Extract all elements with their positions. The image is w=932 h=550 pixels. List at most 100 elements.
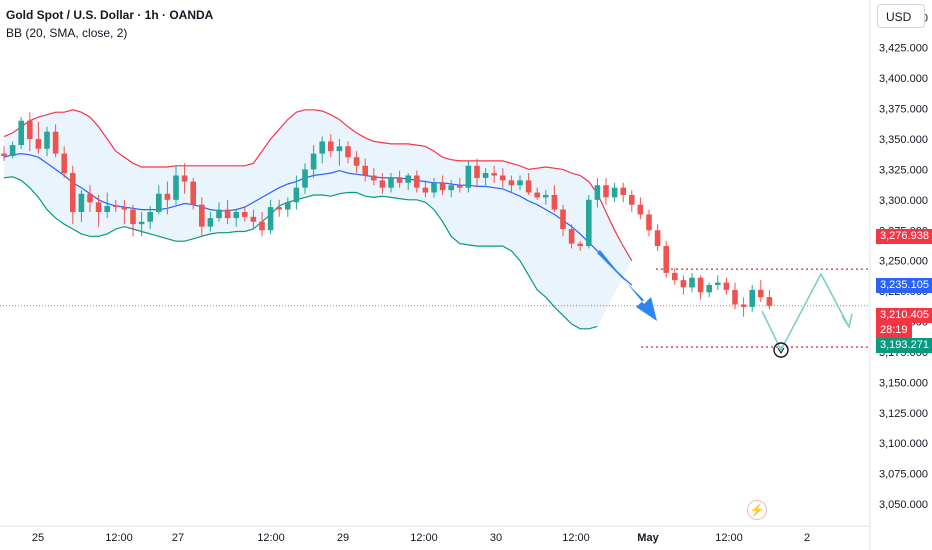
candle-body (328, 141, 334, 152)
candle-body (259, 221, 265, 231)
candle-body (594, 185, 601, 200)
projection-path (761, 272, 850, 352)
candle-body (130, 209, 136, 225)
time-tick-label: 12:00 (562, 532, 590, 544)
flash-icon[interactable]: ⚡ (747, 500, 767, 520)
time-tick-label: 27 (172, 532, 184, 544)
candle-body (181, 175, 188, 182)
candle-body (715, 282, 721, 286)
candle-body (740, 304, 747, 307)
candle-body (388, 177, 394, 188)
candle-body (285, 202, 291, 210)
candle-body (164, 193, 171, 200)
candle-body (104, 205, 110, 212)
candle-body (70, 173, 76, 212)
candle-body (706, 285, 712, 293)
candle-body (422, 187, 429, 193)
candle-body (95, 202, 102, 212)
candle-body (603, 185, 609, 198)
bar-countdown-label: 28:19 (876, 323, 912, 338)
candle-body (405, 175, 411, 183)
candle-body (654, 230, 661, 247)
candle-body (250, 216, 257, 222)
candle-body (620, 187, 626, 195)
candle-body (156, 193, 162, 212)
bollinger-lines (3, 109, 633, 330)
candle-body (749, 289, 755, 307)
price-tick-label: 3,125.000 (879, 408, 928, 420)
price-tick-label: 3,350.000 (879, 134, 928, 146)
candle-body (560, 209, 566, 230)
candle-body (517, 180, 523, 186)
candle-body (732, 289, 738, 305)
candle-body (9, 145, 16, 157)
candle-body (147, 212, 153, 222)
lower-band-line (3, 176, 598, 330)
time-tick-label: 12:00 (410, 532, 438, 544)
time-tick-label: 12:00 (257, 532, 285, 544)
candle-body (414, 175, 420, 188)
candle-body (224, 209, 231, 219)
currency-button[interactable]: USD (877, 4, 925, 28)
candle-body (113, 205, 119, 208)
candle-body (396, 177, 403, 183)
candle-body (207, 218, 214, 227)
candle-body (61, 153, 67, 174)
candle-body (87, 193, 93, 203)
lower-band-price-label: 3,193.271 (876, 338, 932, 353)
candle-body (448, 185, 454, 191)
plot-area (0, 0, 870, 550)
down-arrow (597, 250, 657, 321)
time-tick-label: 12:00 (105, 532, 133, 544)
price-tick-label: 3,100.000 (879, 438, 928, 450)
candle-body (138, 221, 145, 225)
candle-body (508, 180, 515, 186)
candle-body (680, 280, 687, 288)
symbol-title[interactable]: Gold Spot / U.S. Dollar · 1h · OANDA (6, 8, 214, 22)
time-axis[interactable]: 25 12:00 27 12:00 29 12:00 30 12:00 May 12:00 2 (32, 532, 810, 544)
candle-body (379, 180, 386, 188)
indicator-label[interactable]: BB (20, SMA, close, 2) (6, 26, 128, 40)
candle-body (121, 207, 128, 210)
candle-body (439, 182, 446, 191)
candle-body (44, 131, 50, 149)
candle-body (336, 146, 343, 152)
price-tick-label: 3,400.000 (879, 73, 928, 85)
candle-body (551, 194, 558, 210)
price-tick-label: 3,050.000 (879, 499, 928, 511)
candle-body (190, 181, 196, 205)
time-tick-label: 12:00 (715, 532, 743, 544)
candle-body (465, 165, 472, 188)
candle-body (534, 192, 540, 198)
time-tick-label: May (637, 532, 659, 544)
annotations (597, 250, 853, 358)
price-tick-label: 3,150.000 (879, 377, 928, 389)
candle-body (543, 194, 549, 198)
price-tick-label: 3,425.000 (879, 43, 928, 55)
price-axis[interactable]: 3,050.000 3,075.000 3,100.000 3,125.000 3,15… (879, 12, 928, 511)
chart-legend: Gold Spot / U.S. Dollar · 1h · OANDA BB … (6, 6, 213, 42)
candle-body (646, 214, 652, 231)
candles (1, 112, 773, 317)
candle-body (586, 199, 592, 247)
candle-body (52, 131, 59, 154)
upper-band-line (3, 109, 633, 262)
candle-body (242, 212, 248, 217)
time-tick-label: 29 (337, 532, 349, 544)
candle-body (611, 187, 618, 198)
candle-body (216, 209, 222, 219)
candle-body (362, 165, 368, 176)
target-circle (773, 342, 789, 358)
target-marker (777, 347, 785, 354)
price-tick-label: 3,300.000 (879, 195, 928, 207)
candle-body (629, 194, 635, 205)
band-area (4, 109, 632, 329)
candle-body (723, 282, 730, 290)
candle-body (319, 141, 325, 154)
candle-body (353, 157, 360, 166)
basis-price-label: 3,235.105 (876, 278, 932, 293)
candle-body (35, 138, 42, 149)
candle-body (491, 173, 497, 176)
candle-body (500, 175, 506, 181)
